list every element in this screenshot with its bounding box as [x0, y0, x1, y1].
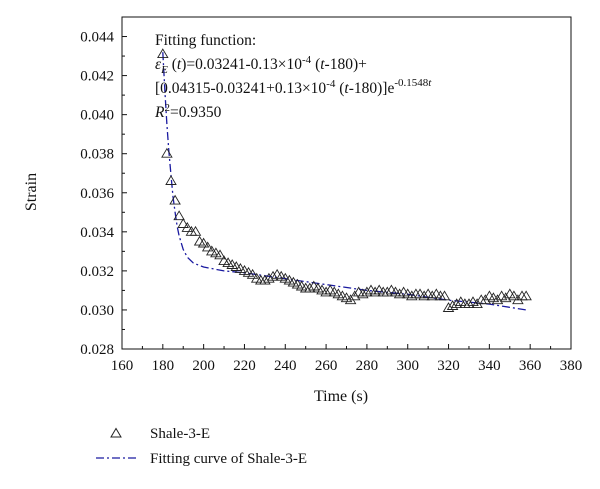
- scatter-point: [467, 296, 479, 307]
- scatter-point: [520, 290, 532, 301]
- scatter-point: [161, 147, 173, 158]
- y-tick-label: 0.040: [80, 108, 114, 124]
- x-tick-label: 280: [356, 358, 379, 374]
- annotation-line-4: R2=0.9350: [154, 102, 222, 121]
- y-tick-label: 0.030: [80, 303, 114, 319]
- scatter-point: [406, 290, 418, 301]
- legend-label-scatter: Shale-3-E: [150, 426, 210, 442]
- scatter-point: [267, 270, 279, 281]
- x-tick-label: 380: [560, 358, 583, 374]
- y-tick-label: 0.032: [80, 264, 114, 280]
- scatter-point: [157, 48, 169, 59]
- scatter-point: [320, 286, 332, 297]
- scatter-point: [508, 290, 520, 301]
- scatter-point: [246, 268, 259, 279]
- scatter-point: [177, 218, 189, 228]
- annotation-line-1: Fitting function:: [155, 32, 256, 49]
- scatter-point: [438, 290, 451, 301]
- scatter-point: [214, 249, 226, 260]
- x-tick-label: 300: [396, 358, 419, 374]
- scatter-point: [463, 298, 475, 309]
- x-tick-label: 200: [192, 358, 215, 374]
- legend-item-scatter: Shale-3-E: [110, 426, 210, 442]
- legend-label-fit: Fitting curve of Shale-3-E: [150, 451, 307, 467]
- scatter-point: [169, 194, 181, 205]
- x-axis-title: Time (s): [314, 388, 368, 405]
- legend-item-fit: Fitting curve of Shale-3-E: [96, 451, 307, 467]
- y-axis-ticks: 0.028 0.030 0.032 0.034 0.036 0.038 0.040 0.042…: [80, 30, 127, 358]
- scatter-point: [189, 225, 202, 236]
- scatter-point: [446, 300, 459, 310]
- scatter-point: [263, 272, 275, 283]
- scatter-point: [259, 274, 271, 285]
- y-tick-label: 0.034: [80, 225, 114, 241]
- scatter-point: [201, 241, 214, 252]
- y-tick-label: 0.044: [80, 30, 114, 46]
- y-tick-label: 0.036: [80, 186, 114, 202]
- scatter-point: [165, 175, 177, 185]
- y-axis-title: Strain: [23, 173, 40, 211]
- x-tick-label: 260: [315, 358, 338, 374]
- y-tick-label: 0.028: [80, 342, 114, 358]
- scatter-point: [197, 237, 210, 248]
- scatter-point: [271, 268, 283, 279]
- scatter-point: [418, 290, 430, 301]
- y-tick-label: 0.042: [80, 69, 114, 85]
- scatter-point: [304, 282, 316, 293]
- x-tick-label: 160: [111, 358, 134, 374]
- scatter-point: [193, 235, 206, 246]
- annotation-line-2: εE (t)=0.03241-0.13×10-4 (t-180)+: [155, 54, 367, 76]
- scatter-point: [173, 210, 185, 221]
- x-tick-label: 220: [233, 358, 256, 374]
- x-tick-label: 320: [437, 358, 460, 374]
- scatter-point: [442, 302, 455, 312]
- x-tick-label: 340: [478, 358, 501, 374]
- scatter-point: [361, 286, 373, 297]
- scatter-point: [181, 222, 194, 232]
- scatter-layer: [157, 48, 532, 312]
- legend-triangle-marker: [110, 427, 122, 438]
- legend: Shale-3-E Fitting curve of Shale-3-E: [96, 426, 307, 467]
- scatter-point: [393, 288, 406, 299]
- annotation-line-3: [0.04315-0.03241+0.13×10-4 (t-180)]e-0.1…: [155, 77, 432, 97]
- x-tick-label: 360: [519, 358, 542, 374]
- scatter-point: [381, 286, 394, 297]
- x-tick-label: 180: [152, 358, 175, 374]
- scatter-point: [426, 290, 438, 301]
- x-axis-ticks: 160 180 200 220 240 260 280 300 320 340 360 380: [111, 344, 583, 374]
- y-tick-label: 0.038: [80, 147, 114, 163]
- scatter-point: [357, 288, 369, 299]
- scatter-point: [450, 298, 463, 309]
- fitting-function-annotation: Fitting function: εE (t)=0.03241-0.13×10…: [154, 32, 432, 121]
- x-tick-label: 240: [274, 358, 297, 374]
- scatter-point: [369, 286, 381, 297]
